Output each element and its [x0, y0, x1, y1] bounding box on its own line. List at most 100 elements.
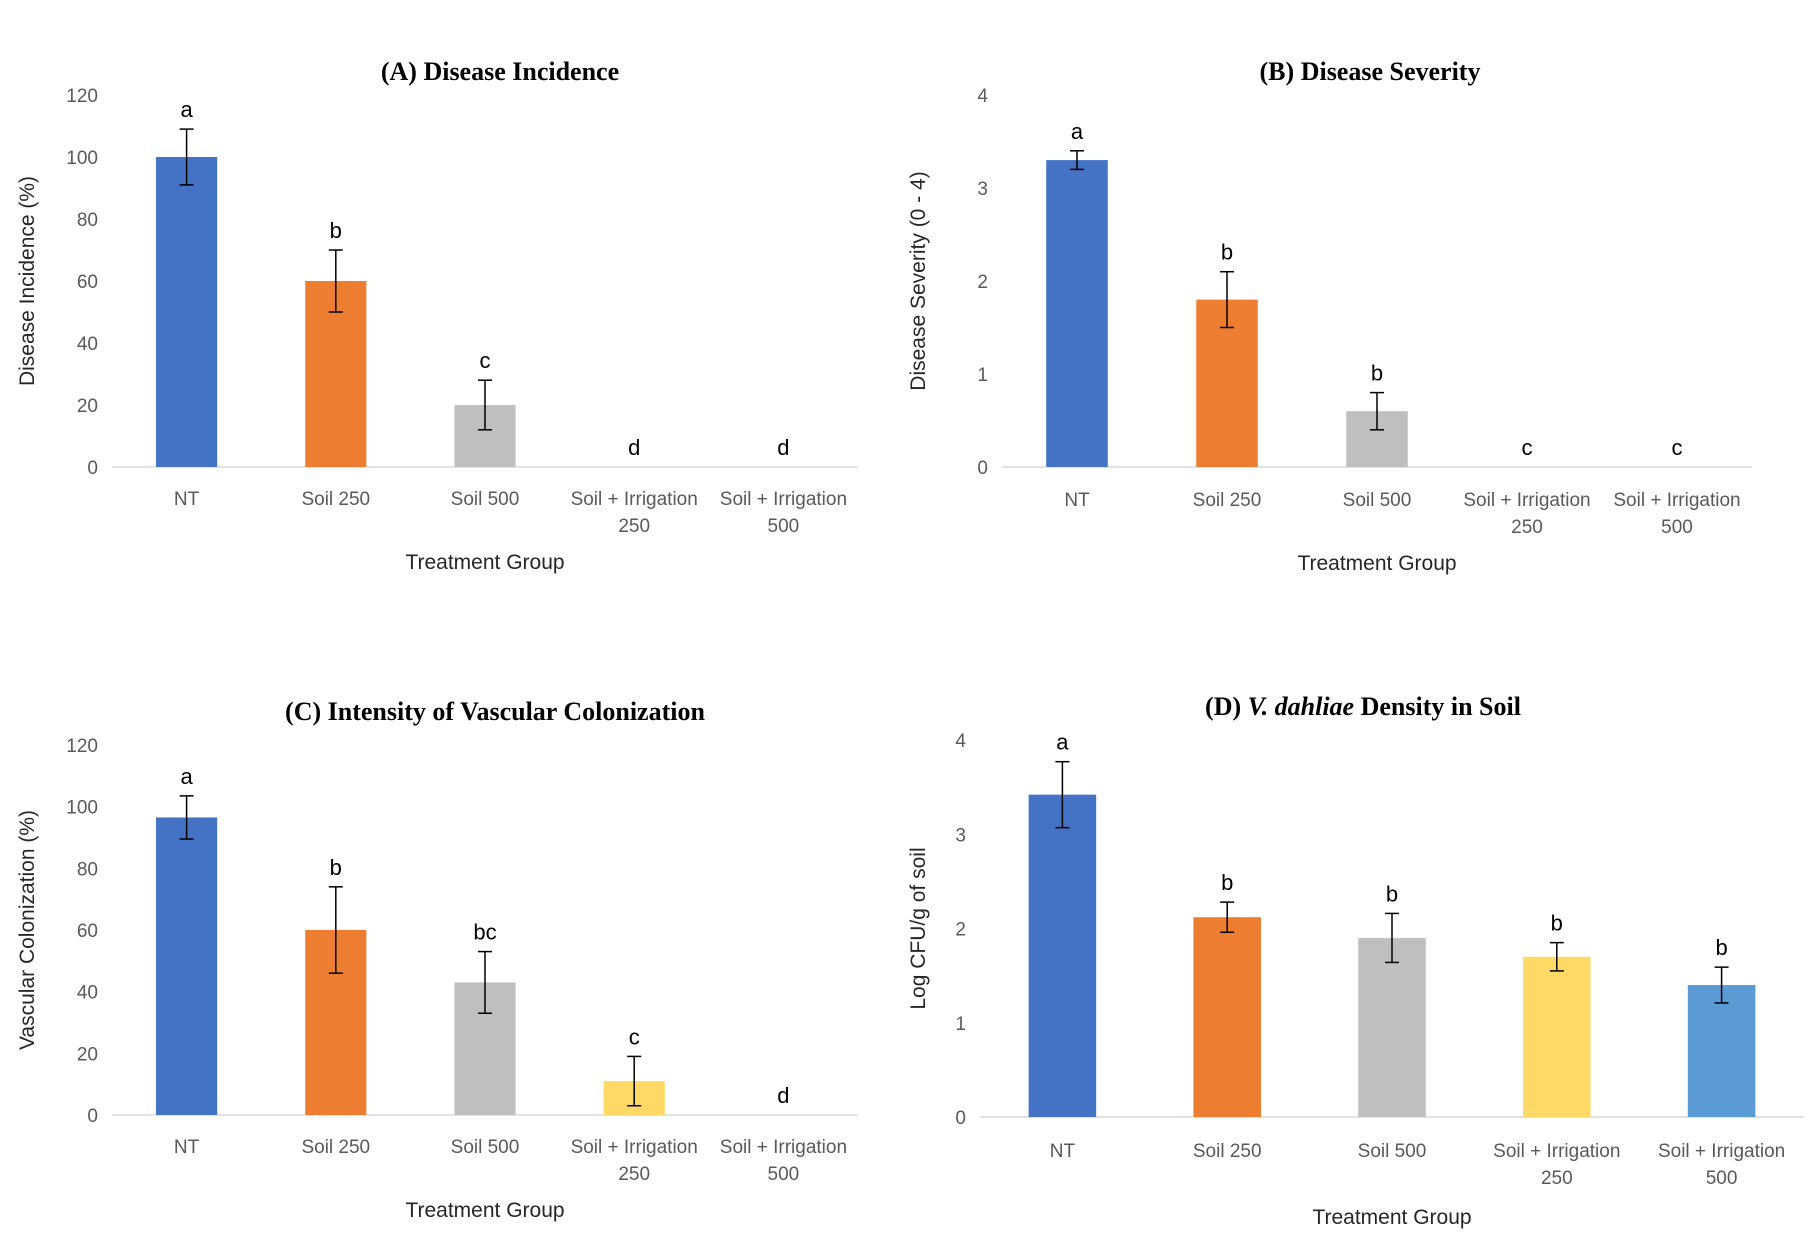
significance-letter: b: [1221, 240, 1233, 265]
x-tick-label: NT: [174, 489, 200, 510]
x-tick-label-line: Soil + Irrigation: [720, 489, 847, 510]
significance-letter: c: [480, 348, 491, 373]
y-tick-label: 4: [955, 731, 966, 752]
x-tick-label: Soil + Irrigation 250: [1463, 490, 1590, 538]
x-tick-label: Soil + Irrigation 500: [1613, 490, 1740, 538]
significance-letter: d: [777, 435, 789, 460]
x-tick-label-line: NT: [1064, 490, 1090, 511]
y-axis-label: Log CFU/g of soil: [907, 847, 930, 1009]
x-tick-label: Soil 250: [301, 1137, 370, 1158]
y-tick-label: 1: [977, 365, 988, 386]
x-tick-label-line: NT: [174, 1137, 200, 1158]
x-tick-label-line: Soil 500: [451, 489, 520, 510]
x-tick-label: NT: [1064, 490, 1090, 511]
significance-letter: b: [1221, 870, 1233, 895]
bar-1: [1046, 160, 1108, 467]
x-tick-label-line: Soil + Irrigation: [1493, 1141, 1620, 1162]
x-tick-label-line: 500: [768, 1164, 800, 1185]
y-tick-label: 0: [87, 458, 98, 479]
x-tick-label-line: NT: [1050, 1141, 1076, 1162]
x-tick-label-line: NT: [174, 489, 200, 510]
significance-letter: b: [330, 855, 342, 880]
bar-1: [1028, 794, 1097, 1117]
chart-title-text: Intensity of Vascular Colonization: [328, 697, 706, 726]
chart-panel-b: (B) Disease Severity 0 1 2 3 4 a NT b Soil 250 b So…: [907, 57, 1752, 575]
chart-panel-c: (C) Intensity of Vascular Colonization 0 2…: [16, 697, 858, 1222]
x-tick-label-line: Soil + Irrigation: [720, 1137, 847, 1158]
significance-letter: d: [628, 435, 640, 460]
y-tick-label: 120: [66, 86, 98, 107]
x-tick-label-line: 500: [1661, 517, 1693, 538]
y-axis-label: Disease Incidence (%): [16, 176, 39, 386]
significance-letter: b: [330, 218, 342, 243]
chart-title-c: (C) Intensity of Vascular Colonization: [285, 697, 705, 726]
x-tick-label-line: 250: [618, 516, 650, 537]
chart-title-prefix: (C): [285, 697, 328, 726]
bar-5: [1687, 985, 1756, 1117]
x-tick-label: Soil 500: [451, 489, 520, 510]
x-tick-label: Soil + Irrigation 250: [1493, 1141, 1620, 1189]
y-axis-label: Vascular Colonization (%): [16, 810, 39, 1050]
x-axis-label: Treatment Group: [1312, 1206, 1471, 1229]
x-tick-label-line: Soil + Irrigation: [1463, 490, 1590, 511]
x-tick-label-line: Soil 500: [451, 1137, 520, 1158]
y-tick-label: 3: [977, 179, 988, 200]
y-tick-label: 20: [77, 1044, 98, 1065]
x-tick-label-line: Soil 500: [1358, 1141, 1427, 1162]
chart-title-text: Density in Soil: [1354, 692, 1521, 721]
x-tick-label-line: Soil 500: [1343, 490, 1412, 511]
y-tick-label: 0: [977, 458, 988, 479]
x-axis-label: Treatment Group: [405, 551, 564, 574]
chart-title-text: Disease Severity: [1301, 57, 1481, 86]
chart-panel-d: (D) V. dahliae Density in Soil 0 1 2 3 4 a NT b S…: [907, 692, 1804, 1229]
x-tick-label-line: Soil 250: [301, 1137, 370, 1158]
significance-letter: a: [180, 764, 193, 789]
y-tick-label: 40: [77, 334, 98, 355]
x-axis-label: Treatment Group: [405, 1199, 564, 1222]
significance-letter: a: [180, 97, 193, 122]
x-tick-label-line: Soil 250: [1193, 490, 1262, 511]
x-tick-label-line: Soil 250: [1193, 1141, 1262, 1162]
significance-letter: b: [1371, 361, 1383, 386]
x-tick-label-line: Soil + Irrigation: [571, 489, 698, 510]
bar-1: [156, 817, 218, 1115]
x-tick-label: Soil + Irrigation 500: [1658, 1141, 1785, 1189]
significance-letter: b: [1386, 881, 1398, 906]
x-tick-label: Soil 250: [1193, 1141, 1262, 1162]
significance-letter: b: [1551, 911, 1563, 936]
y-tick-label: 1: [955, 1014, 966, 1035]
y-tick-label: 80: [77, 210, 98, 231]
x-tick-label: Soil 250: [301, 489, 370, 510]
y-tick-label: 2: [955, 920, 966, 941]
y-tick-label: 60: [77, 272, 98, 293]
significance-letter: bc: [473, 920, 496, 945]
chart-title-b: (B) Disease Severity: [1260, 57, 1481, 86]
x-tick-label-line: 500: [1706, 1168, 1738, 1189]
significance-letter: a: [1056, 730, 1069, 755]
y-tick-label: 0: [87, 1106, 98, 1127]
significance-letter: b: [1715, 935, 1727, 960]
bar-3: [1358, 937, 1426, 1117]
significance-letter: c: [1672, 435, 1683, 460]
x-tick-label: Soil 500: [1343, 490, 1412, 511]
chart-title-text: V. dahliae: [1248, 692, 1354, 721]
chart-title-prefix: (B): [1260, 57, 1301, 86]
bar-1: [156, 157, 218, 467]
y-tick-label: 0: [955, 1108, 966, 1129]
y-tick-label: 40: [77, 983, 98, 1004]
x-tick-label-line: Soil + Irrigation: [1658, 1141, 1785, 1162]
x-tick-label-line: 250: [618, 1164, 650, 1185]
chart-title-text: Disease Incidence: [423, 57, 619, 86]
y-tick-label: 60: [77, 921, 98, 942]
significance-letter: d: [777, 1083, 789, 1108]
chart-title-prefix: (D): [1205, 692, 1248, 721]
x-tick-label: Soil 500: [1358, 1141, 1427, 1162]
y-tick-label: 100: [66, 148, 98, 169]
y-tick-label: 4: [977, 86, 988, 107]
y-tick-label: 120: [66, 736, 98, 757]
bar-2: [1193, 917, 1261, 1117]
x-tick-label: NT: [1050, 1141, 1076, 1162]
x-tick-label-line: Soil + Irrigation: [1613, 490, 1740, 511]
y-axis-label: Disease Severity (0 - 4): [907, 171, 930, 390]
